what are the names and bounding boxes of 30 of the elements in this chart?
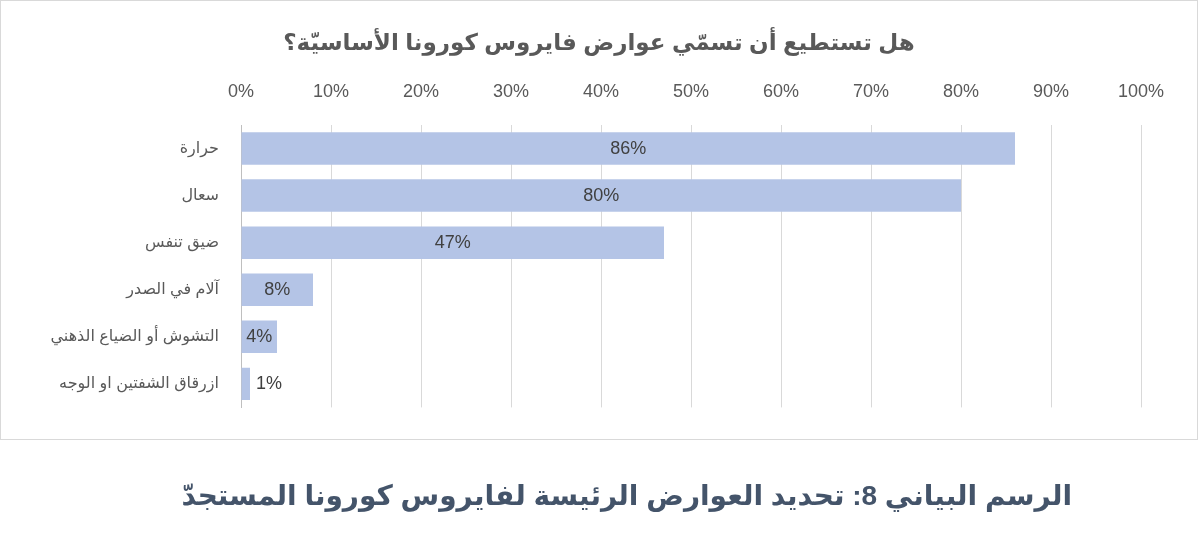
y-tick-label: التشوش أو الضياع الذهني [50, 325, 219, 347]
x-tick-label: 50% [672, 81, 710, 102]
bar [241, 367, 250, 401]
data-label: 8% [264, 278, 291, 299]
bar [241, 179, 961, 212]
x-tick-label: 10% [312, 81, 350, 102]
text: الرسم البياني 8: تحديد العوارض الرئيسة لفايروس كورونا المستجدّ [181, 479, 1072, 514]
y-tick-label: ازرقاق الشفتين او الوجه [59, 374, 219, 394]
bar [241, 226, 664, 259]
x-tick-label: 30% [492, 81, 530, 102]
x-tick-label: 60% [762, 81, 800, 102]
data-label: 86% [610, 137, 647, 158]
data-label: 1% [256, 372, 283, 393]
x-tick-label: 20% [402, 81, 440, 102]
x-tick-label: 70% [852, 81, 890, 102]
x-tick-label: 100% [1117, 81, 1165, 102]
x-tick-label: 80% [942, 81, 980, 102]
data-label: 4% [246, 325, 273, 346]
y-tick-label: حرارة [179, 138, 219, 158]
x-tick-label: 90% [1032, 81, 1070, 102]
x-tick-label: 0% [227, 81, 255, 102]
y-tick-label: سعال [181, 186, 219, 204]
bar [241, 273, 313, 306]
x-tick-label: 40% [582, 81, 620, 102]
data-label: 80% [583, 184, 620, 205]
data-label: 47% [434, 231, 471, 252]
y-tick-label: ضيق تنفس [145, 233, 219, 253]
chart-title: هل تستطيع أن تسمّي عوارض فايروس كورونا الأساسيّة؟ [282, 27, 916, 57]
y-tick-label: آلام في الصدر [125, 279, 221, 300]
bar [241, 132, 1015, 165]
